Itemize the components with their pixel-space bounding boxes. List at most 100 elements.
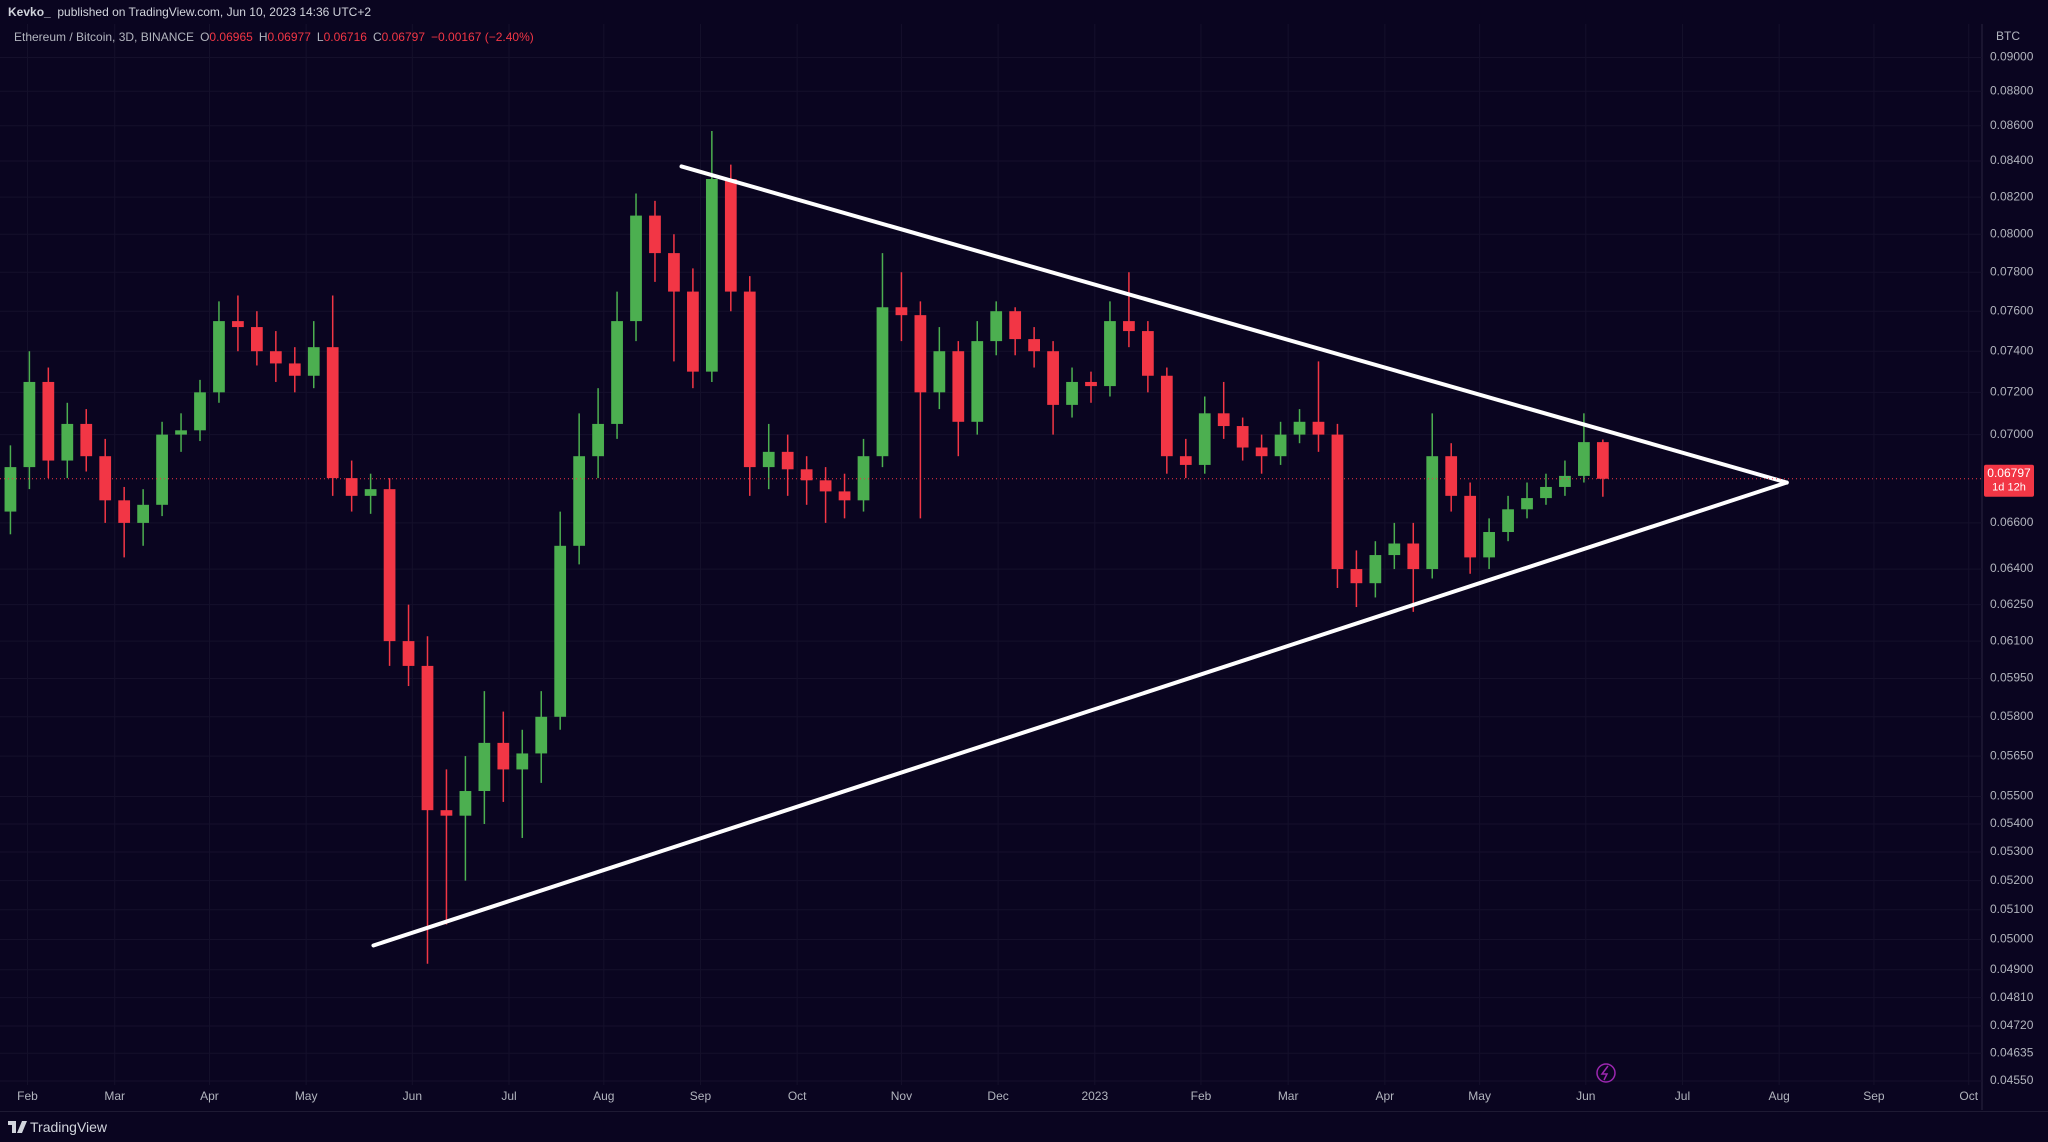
candle-body <box>1236 426 1249 448</box>
candle-body <box>137 504 150 523</box>
candle-body <box>1104 321 1116 387</box>
x-tick-label: Jun <box>1576 1089 1595 1103</box>
x-tick-label: Sep <box>1863 1089 1885 1103</box>
candle-body <box>326 347 339 479</box>
x-tick-label: Oct <box>788 1089 807 1103</box>
published: published on TradingView.com, Jun 10, 20… <box>57 5 372 19</box>
x-tick-label: Feb <box>1191 1089 1212 1103</box>
y-tick-label: 0.04900 <box>1990 962 2034 976</box>
candle-body <box>459 791 472 816</box>
candle-body <box>762 451 775 468</box>
candle-body <box>705 178 718 372</box>
x-tick-label: Dec <box>987 1089 1008 1103</box>
candle-body <box>1445 456 1458 496</box>
candle-body <box>1312 421 1325 435</box>
candle-body <box>1464 495 1477 558</box>
y-tick-label: 0.05000 <box>1990 932 2034 946</box>
candle-body <box>402 641 415 666</box>
ohlc-key: L <box>316 30 324 44</box>
candle-body <box>61 423 74 461</box>
symbol: Ethereum / Bitcoin, 3D, BINANCE <box>14 30 195 44</box>
candle-body <box>421 665 434 811</box>
y-tick-label: 0.04810 <box>1990 990 2034 1004</box>
ohlc-value: 0.06977 <box>267 30 311 44</box>
x-tick-label: Aug <box>593 1089 614 1103</box>
candle-body <box>1123 321 1135 332</box>
candle-body <box>800 469 813 481</box>
currency: BTC <box>1996 29 2020 43</box>
brand: TradingView <box>30 1119 108 1135</box>
ohlc: C0.06797 <box>373 30 425 44</box>
ohlc-value: 0.06965 <box>209 30 253 44</box>
candle-body <box>1578 442 1590 476</box>
legend: Ethereum / Bitcoin, 3D, BINANCE O0.06965 H… <box>14 30 534 44</box>
candle-body <box>1274 434 1287 457</box>
x-tick-label: Mar <box>1278 1089 1299 1103</box>
candle-body <box>1198 413 1211 465</box>
candle-body <box>1085 381 1097 387</box>
y-tick-label: 0.07200 <box>1990 385 2034 399</box>
ohlc-key: O <box>200 30 210 44</box>
ohlc: O0.06965 <box>200 30 253 44</box>
candle-body <box>99 456 112 501</box>
y-tick-label: 0.05650 <box>1990 748 2034 762</box>
candle-body <box>990 311 1003 342</box>
y-tick-label: 0.05100 <box>1990 902 2034 916</box>
x-tick-label: May <box>1468 1089 1491 1103</box>
candle-body <box>364 489 377 496</box>
candle-body <box>1141 331 1154 376</box>
candle-body <box>952 351 965 422</box>
candle-body <box>1521 498 1533 510</box>
candle-body <box>743 291 756 468</box>
x-tick-label: Apr <box>1375 1089 1394 1103</box>
candle-body <box>876 307 889 457</box>
y-tick-label: 0.06400 <box>1990 561 2034 575</box>
candle-body <box>1483 532 1495 558</box>
y-tick-label: 0.05200 <box>1990 873 2034 887</box>
candle-body <box>1331 434 1344 570</box>
candle-body <box>781 451 794 470</box>
candle-body <box>1179 456 1192 465</box>
candle-body <box>497 742 510 770</box>
candle-body <box>857 456 870 501</box>
candle-body <box>724 178 737 292</box>
y-tick-label: 0.07000 <box>1990 427 2034 441</box>
ohlc: H0.06977 <box>259 30 311 44</box>
candle-body <box>80 423 93 457</box>
ohlc-value: 0.06797 <box>381 30 426 44</box>
x-tick-label: Oct <box>1959 1089 1978 1103</box>
y-tick-label: 0.04720 <box>1990 1018 2034 1032</box>
chart: BTC 0.06797 1d 12h 0.09000 0.08800 0.08600 0… <box>0 24 2034 1110</box>
y-tick-label: 0.05400 <box>1990 816 2034 830</box>
candle-body <box>1350 569 1363 584</box>
logo <box>8 1121 27 1133</box>
trendline <box>371 480 1789 948</box>
candle-body <box>649 215 661 254</box>
y-tick-label: 0.04635 <box>1990 1045 2034 1059</box>
candle-body <box>933 351 946 393</box>
y-tick-label: 0.05800 <box>1990 709 2034 723</box>
candle-body <box>156 434 168 505</box>
footer: TradingView <box>0 1111 2048 1142</box>
candle-body <box>687 291 699 372</box>
candle-body <box>42 381 55 461</box>
candle-body <box>1502 509 1514 533</box>
y-tick-label: 0.08400 <box>1990 153 2034 167</box>
candle-body <box>1047 351 1059 405</box>
candle-body <box>307 347 320 376</box>
price-label-box <box>1984 464 2034 497</box>
y-tick-label: 0.05500 <box>1990 789 2034 803</box>
candle-body <box>516 753 529 770</box>
candle-body <box>440 810 453 816</box>
x-tick-label: Nov <box>891 1089 912 1103</box>
candle-body <box>554 545 567 717</box>
y-tick-label: 0.08000 <box>1990 226 2034 240</box>
candle-body <box>288 363 301 376</box>
candle-body <box>1540 486 1552 499</box>
candle-body <box>194 392 206 431</box>
candle-body <box>592 423 604 457</box>
candle-body <box>914 315 927 393</box>
candle-body <box>478 742 491 792</box>
y-tick-label: 0.07800 <box>1990 264 2034 278</box>
candle-body <box>1407 543 1420 570</box>
